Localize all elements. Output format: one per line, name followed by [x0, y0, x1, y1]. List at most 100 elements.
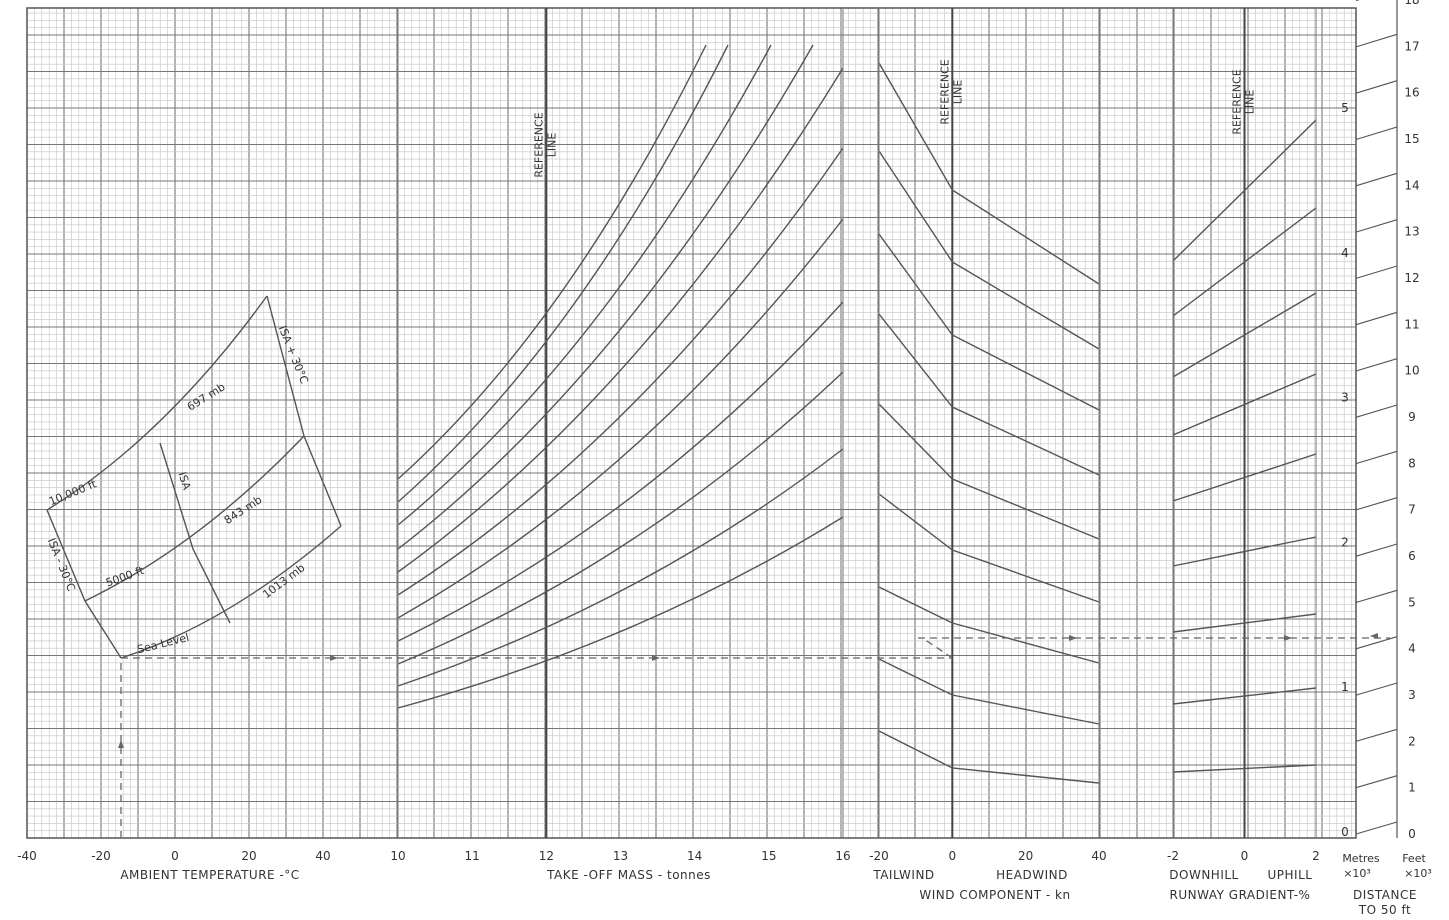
feet-tick-label: 7 — [1408, 503, 1416, 517]
mass-guide-curve — [397, 516, 844, 709]
mass-guide-curve — [397, 44, 814, 550]
temperature-tick-label: -20 — [91, 849, 111, 863]
isa-plus-30-curve — [266, 295, 342, 527]
mass-tick-label: 13 — [613, 849, 628, 863]
wind-axis-title: WIND COMPONENT - kn — [919, 888, 1070, 902]
feet-multiplier: ×10³ — [1404, 867, 1432, 880]
feet-tick-label: 16 — [1404, 86, 1419, 100]
mass-guide-curve — [397, 218, 844, 619]
distance-transfer-line — [1355, 775, 1398, 789]
distance-transfer-line — [1355, 33, 1398, 48]
feet-tick-label: 9 — [1408, 410, 1416, 424]
gradient-guide-line — [1172, 613, 1317, 633]
gradient-right-label: UPHILL — [1268, 868, 1313, 882]
mass-guide-curve — [397, 44, 707, 480]
feet-tick-label: 13 — [1404, 225, 1419, 239]
gradient-guide-line — [1172, 536, 1317, 567]
wind-guide-line — [878, 658, 1100, 725]
example-arrow — [1370, 633, 1378, 639]
feet-tick-label: 14 — [1404, 178, 1419, 192]
5000ft-curve — [84, 435, 305, 602]
feet-tick-label: 10 — [1404, 364, 1419, 378]
feet-tick-label: 3 — [1408, 688, 1416, 702]
gradient-tick-label: 0 — [1241, 849, 1249, 863]
mass-guide-curve — [397, 448, 844, 687]
wind-tick-label: -20 — [869, 849, 889, 863]
distance-transfer-line — [1355, 0, 1360, 2]
example-wind-line — [921, 637, 953, 659]
reference-line-label: LINE — [1244, 90, 1257, 115]
reference-line-label: LINE — [545, 133, 558, 158]
metres-tick-label: 4 — [1341, 246, 1349, 260]
temperature-tick-label: 40 — [315, 849, 330, 863]
distance-transfer-line — [1355, 219, 1398, 233]
wind-tick-label: 0 — [949, 849, 957, 863]
wind-guide-line — [878, 233, 1100, 411]
isa-minus-30-curve — [46, 509, 122, 659]
wind-tick-label: 20 — [1018, 849, 1033, 863]
gradient-guide-line — [1172, 687, 1317, 705]
chart-curves — [46, 0, 1398, 835]
mass-tick-label: 12 — [539, 849, 554, 863]
feet-tick-label: 6 — [1408, 549, 1416, 563]
example-arrow — [1284, 635, 1292, 641]
gradient-tick-label: -2 — [1167, 849, 1179, 863]
reference-line-label: REFERENCE — [938, 59, 951, 124]
mass-guide-curve — [397, 301, 844, 642]
feet-tick-label: 18 — [1404, 0, 1419, 7]
feet-tick-label: 5 — [1408, 595, 1416, 609]
feet-tick-label: 8 — [1408, 456, 1416, 470]
temperature-tick-label: 0 — [171, 849, 179, 863]
mass-tick-label: 14 — [687, 849, 702, 863]
distance-transfer-line — [1355, 172, 1398, 187]
distance-transfer-line — [1355, 636, 1398, 650]
mass-tick-label: 10 — [390, 849, 405, 863]
example-arrow — [652, 655, 660, 661]
gradient-guide-line — [1172, 207, 1317, 317]
gradient-left-label: DOWNHILL — [1169, 868, 1238, 882]
distance-label-2: TO 50 ft — [1358, 903, 1411, 917]
feet-tick-label: 11 — [1404, 317, 1419, 331]
gradient-guide-line — [1172, 373, 1317, 436]
gradient-axis-title: RUNWAY GRADIENT-% — [1170, 888, 1311, 902]
distance-transfer-line — [1355, 682, 1398, 696]
distance-transfer-line — [1355, 404, 1398, 418]
gradient-guide-line — [1172, 453, 1317, 502]
mass-guide-curve — [397, 67, 844, 573]
sea-level-curve — [120, 525, 342, 659]
mass-tick-label: 16 — [835, 849, 850, 863]
mass-tick-label: 15 — [761, 849, 776, 863]
metres-tick-label: 5 — [1341, 101, 1349, 115]
chart-grid — [26, 7, 1357, 839]
gradient-guide-line — [1172, 292, 1317, 378]
distance-transfer-line — [1355, 358, 1398, 372]
distance-transfer-line — [1355, 126, 1398, 141]
wind-guide-line — [878, 730, 1100, 784]
example-arrow — [118, 740, 124, 748]
wind-left-label: TAILWIND — [872, 868, 934, 882]
chart-axes — [397, 0, 1398, 838]
wind-tick-label: 40 — [1091, 849, 1106, 863]
example-path — [118, 633, 1390, 838]
distance-transfer-line — [1355, 728, 1398, 742]
mass-guide-curve — [397, 147, 844, 596]
wind-guide-line — [878, 493, 1100, 603]
distance-transfer-line — [1355, 543, 1398, 557]
distance-transfer-line — [1355, 497, 1398, 511]
mass-guide-curve — [397, 44, 729, 503]
feet-label: Feet — [1402, 852, 1426, 865]
feet-tick-label: 17 — [1404, 39, 1419, 53]
metres-tick-label: 2 — [1341, 535, 1349, 549]
wind-guide-line — [878, 150, 1100, 350]
10000ft-curve — [46, 295, 268, 511]
distance-transfer-line — [1355, 311, 1398, 326]
metres-tick-label: 1 — [1341, 680, 1349, 694]
metres-tick-label: 0 — [1341, 825, 1349, 839]
distance-transfer-line — [1355, 821, 1398, 835]
wind-guide-line — [878, 62, 1100, 285]
curve-label-843mb: 843 mb — [222, 493, 264, 527]
distance-label: DISTANCE — [1353, 888, 1417, 902]
metres-tick-label: 3 — [1341, 391, 1349, 405]
temperature-tick-label: -40 — [17, 849, 37, 863]
